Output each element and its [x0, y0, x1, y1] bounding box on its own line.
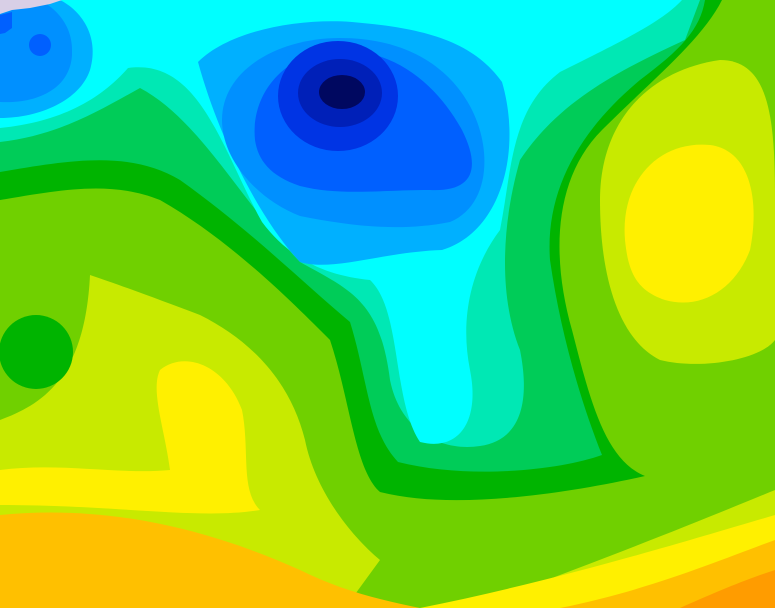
contour-lavender-corner	[0, 0, 62, 14]
contour-navy-center	[319, 75, 365, 109]
contour-dark-green-left-circle	[0, 315, 73, 389]
contour-orange-corner	[680, 570, 775, 608]
contour-yellow-left	[0, 361, 260, 514]
contour-amber-bottom	[0, 512, 420, 608]
contour-blue-top-left-dot	[29, 34, 51, 56]
contour-blue-top-left-edge	[0, 12, 12, 34]
contour-yellow-right	[624, 144, 754, 303]
